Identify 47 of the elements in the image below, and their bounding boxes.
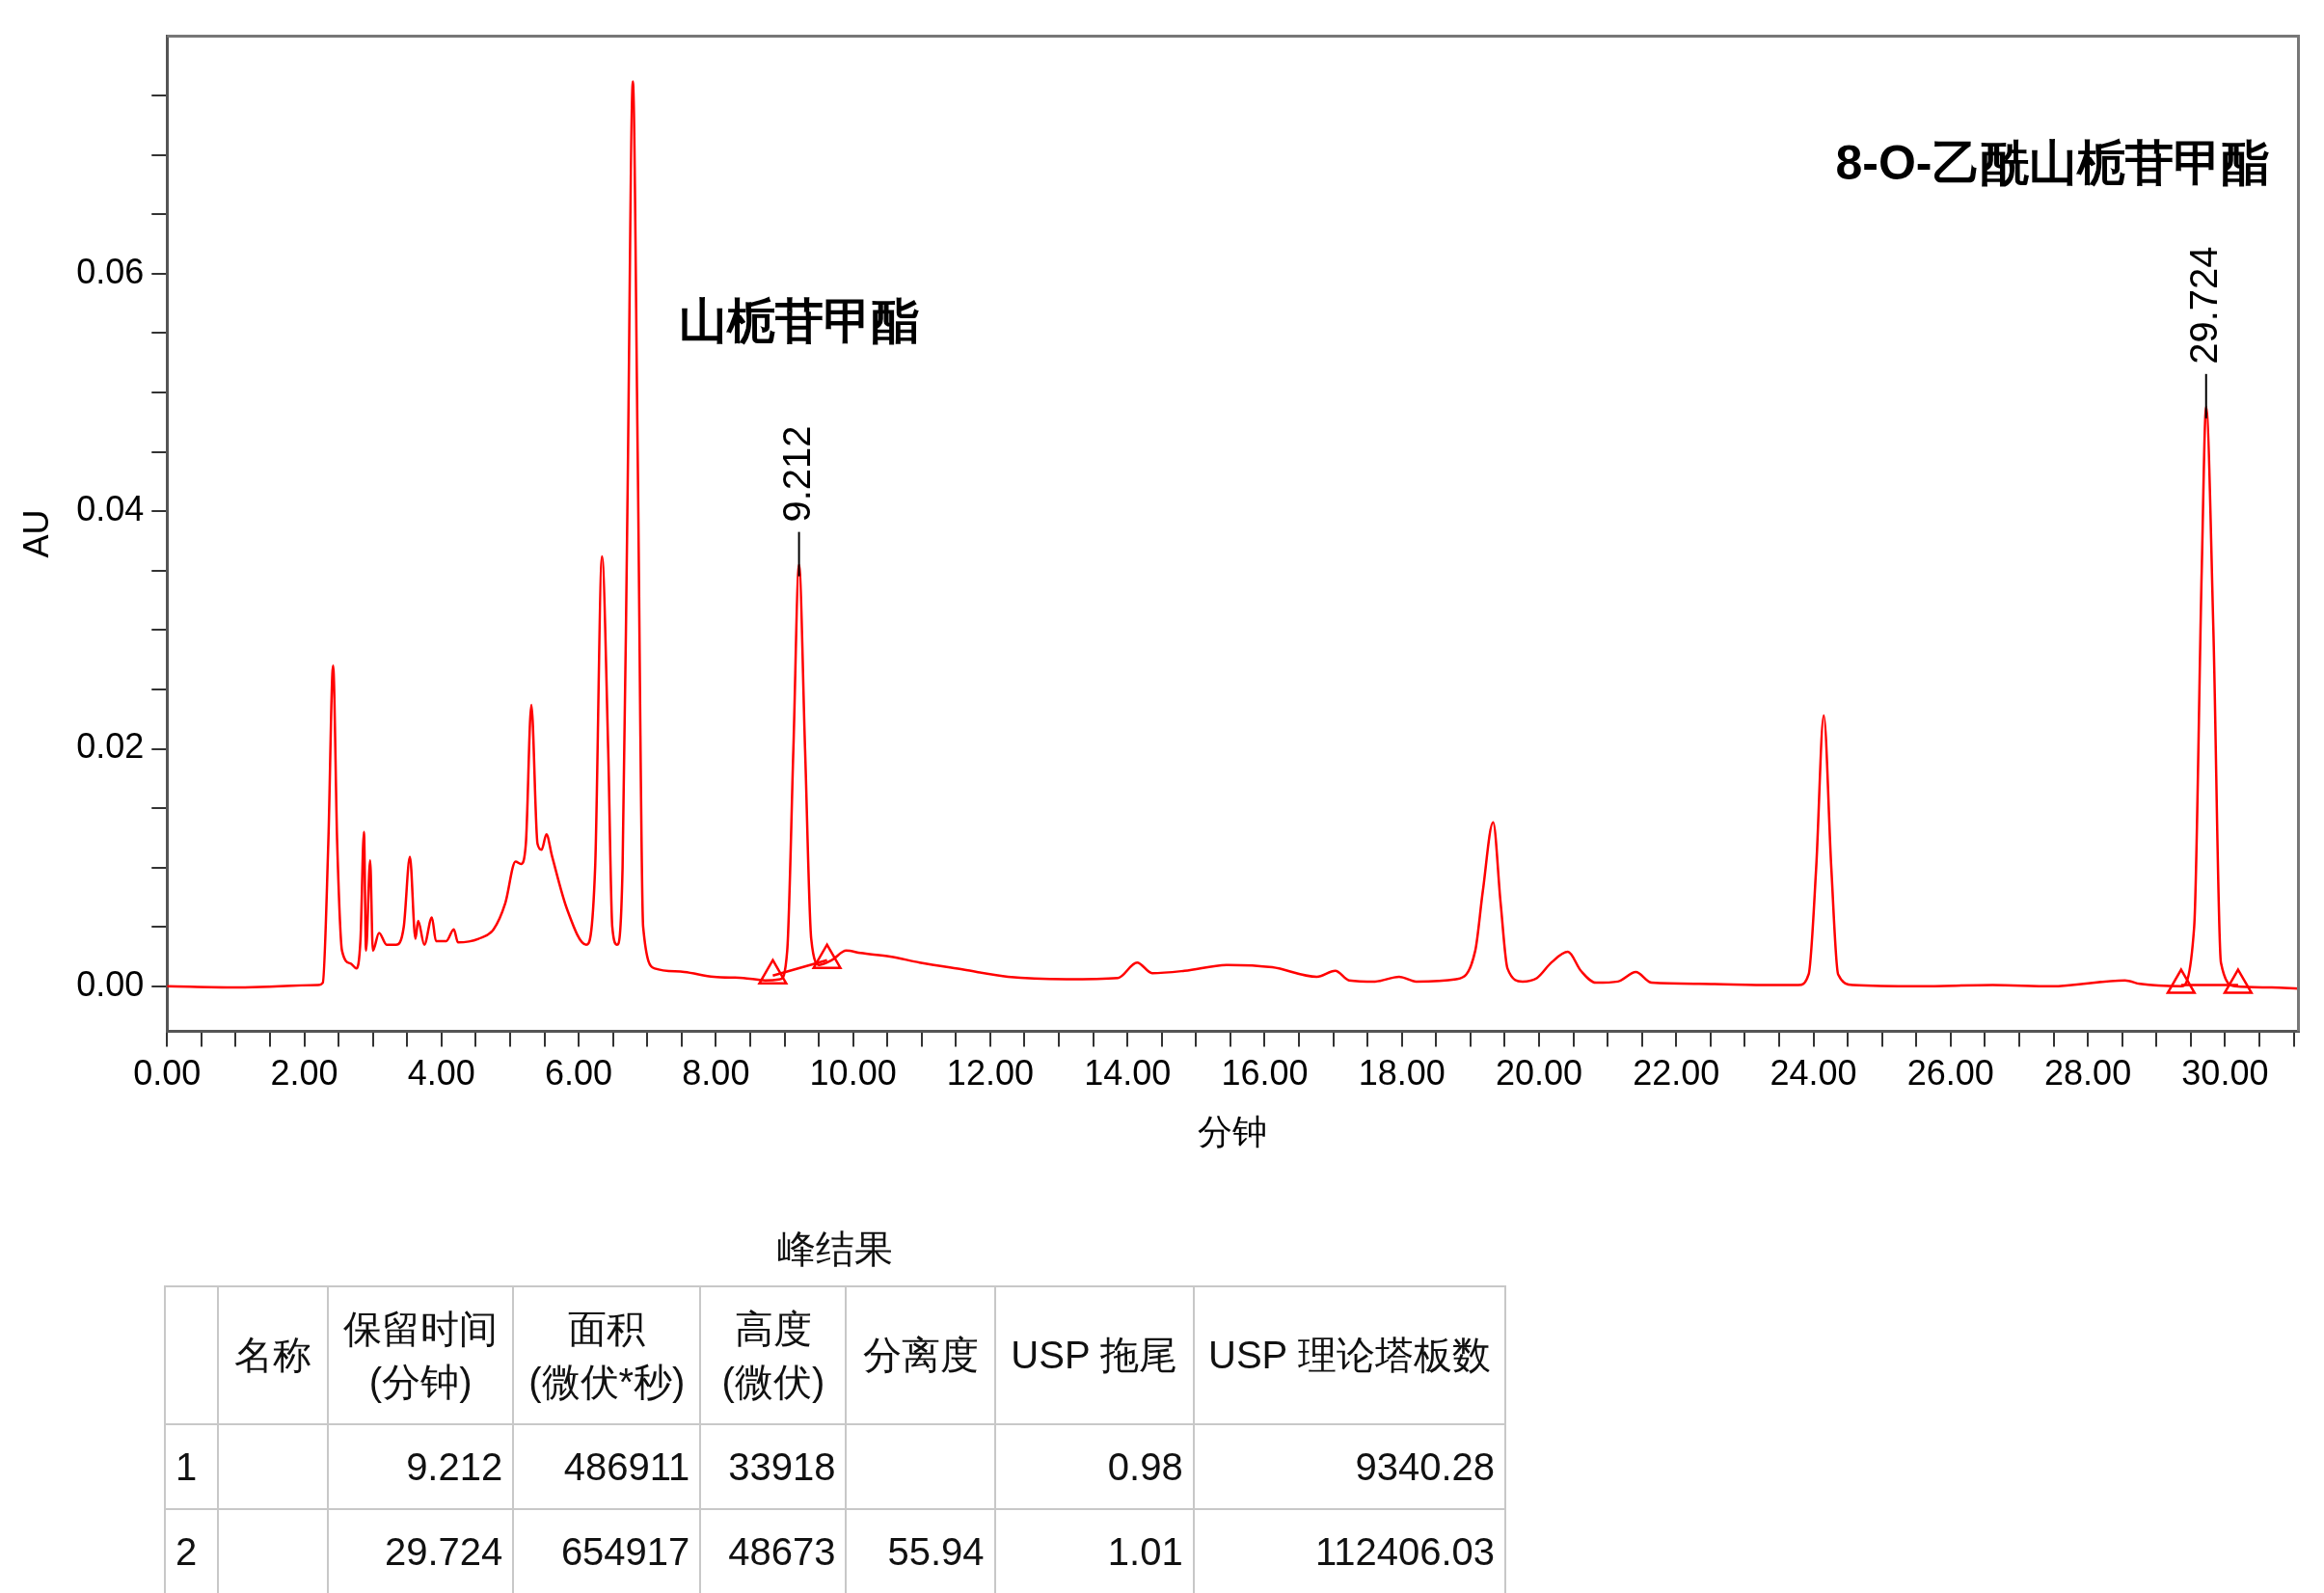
category-label: 名称	[218, 1286, 329, 1424]
text: 486911	[563, 1444, 690, 1488]
x-tick-label: 18.00	[1358, 1053, 1446, 1094]
x-tick-label: 10.00	[809, 1053, 897, 1094]
text: 112406.03	[1314, 1529, 1495, 1573]
y-tick-label: 0.04	[76, 489, 145, 529]
category-label: 面积 (微伏*秒)	[513, 1286, 701, 1424]
y-axis-title: AU	[15, 509, 56, 558]
x-tick-label: 4.00	[407, 1053, 475, 1094]
y-tick-label: 0.06	[76, 251, 145, 291]
category-label: USP 理论塔板数	[1193, 1286, 1505, 1424]
category-label: 分离度	[846, 1286, 995, 1424]
category-label: 1	[176, 1444, 198, 1488]
x-axis-title: 分钟	[1198, 1112, 1268, 1152]
y-tick-label: 0.02	[76, 726, 145, 767]
text: 29.724	[384, 1529, 503, 1573]
x-tick-label: 26.00	[1906, 1053, 1994, 1094]
x-tick-label: 24.00	[1770, 1053, 1857, 1094]
x-tick-label: 12.00	[946, 1053, 1034, 1094]
x-tick-label: 22.00	[1633, 1053, 1720, 1094]
y-tick-label: 0.00	[76, 963, 145, 1004]
text: 1.01	[1107, 1529, 1183, 1573]
category-label: USP 拖尾	[994, 1286, 1194, 1424]
annotation: 29.724	[2181, 246, 2225, 364]
x-tick-label: 8.00	[682, 1053, 750, 1094]
category-label: 2	[176, 1529, 198, 1573]
x-tick-label: 2.00	[270, 1053, 338, 1094]
x-tick-label: 28.00	[2044, 1053, 2132, 1094]
category-label: 保留时间 (分钟)	[328, 1286, 514, 1424]
text: 9340.28	[1355, 1444, 1495, 1488]
text: 0.98	[1107, 1444, 1183, 1488]
text: 9.212	[406, 1444, 503, 1488]
annotation: 8-O-乙酰山栀苷甲酯	[1835, 135, 2270, 190]
text: 峰结果	[776, 1227, 894, 1272]
x-tick-label: 20.00	[1495, 1053, 1583, 1094]
x-tick-label: 6.00	[545, 1053, 613, 1094]
x-tick-label: 14.00	[1084, 1053, 1172, 1094]
text: 654917	[560, 1529, 690, 1573]
text: 48673	[728, 1529, 836, 1573]
x-tick-label: 30.00	[2181, 1053, 2269, 1094]
annotation: 9.212	[774, 425, 818, 523]
x-tick-label: 0.00	[133, 1053, 202, 1094]
x-tick-label: 16.00	[1221, 1053, 1309, 1094]
annotation: 山栀苷甲酯	[678, 293, 920, 348]
text: 33918	[728, 1444, 836, 1488]
category-label: 高度 (微伏)	[700, 1286, 847, 1424]
text: 55.94	[887, 1529, 985, 1573]
